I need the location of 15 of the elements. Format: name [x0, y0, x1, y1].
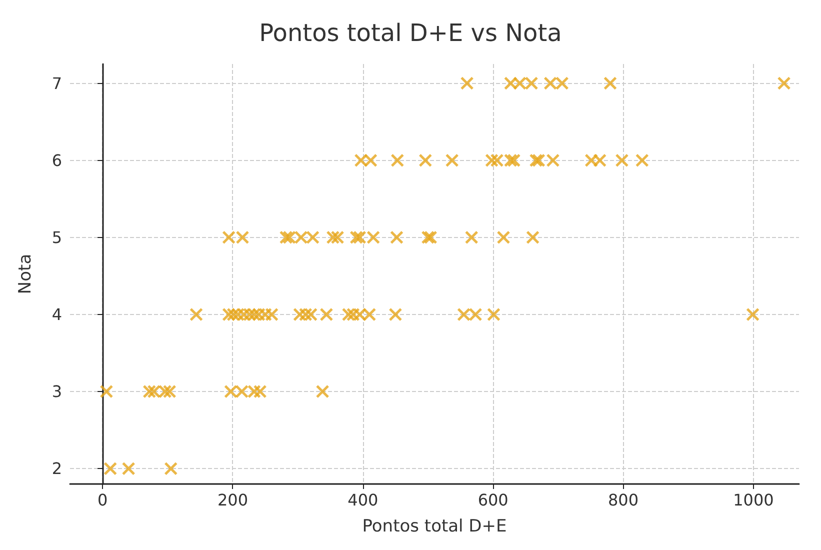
- y-tick-label: 3: [52, 382, 62, 402]
- x-tick-label: 600: [478, 490, 508, 510]
- x-tick-label: 1000: [733, 490, 774, 510]
- x-tick-label: 400: [348, 490, 378, 510]
- x-axis-title: Pontos total D+E: [362, 516, 507, 536]
- y-tick-label: 7: [52, 74, 62, 93]
- y-tick-label: 5: [52, 228, 62, 247]
- x-tick-label: 0: [97, 490, 108, 510]
- x-tick-label: 200: [217, 490, 248, 510]
- y-tick-label: 6: [52, 150, 62, 170]
- y-tick-label: 2: [52, 459, 62, 478]
- y-tick-label: 4: [52, 304, 62, 324]
- y-axis-title: Nota: [16, 254, 36, 294]
- chart-title: Pontos total D+E vs Nota: [259, 19, 562, 47]
- x-tick-label: 800: [608, 490, 639, 510]
